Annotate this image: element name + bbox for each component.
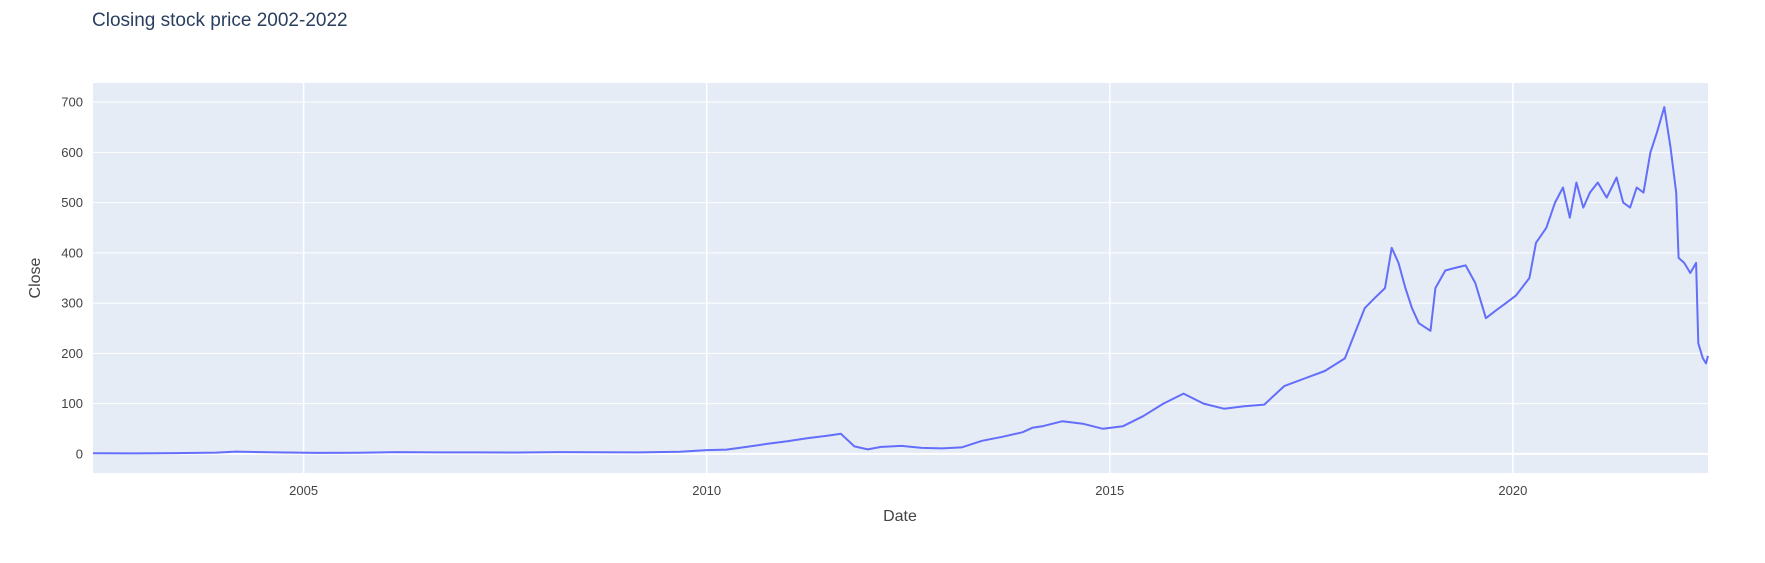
y-gridlines <box>93 101 1708 455</box>
x-tick-label: 2020 <box>1498 483 1527 498</box>
x-axis-title: Date <box>883 508 917 525</box>
chart-title: Closing stock price 2002-2022 <box>92 10 348 31</box>
y-axis-title: Close <box>27 257 44 298</box>
x-tick-label: 2005 <box>289 483 318 498</box>
x-axis-ticks: 2005 2010 2015 2020 <box>289 483 1527 498</box>
y-tick-label: 600 <box>61 145 83 160</box>
x-tick-label: 2015 <box>1095 483 1124 498</box>
x-tick-label: 2010 <box>692 483 721 498</box>
y-tick-label: 0 <box>76 446 83 461</box>
plot-area <box>93 83 1708 473</box>
y-tick-label: 700 <box>61 95 83 110</box>
y-axis-ticks: 0 100 200 300 400 500 600 700 <box>61 95 83 462</box>
x-gridlines <box>302 83 1514 473</box>
y-tick-label: 400 <box>61 245 83 260</box>
y-tick-label: 500 <box>61 195 83 210</box>
y-tick-label: 100 <box>61 396 83 411</box>
series-line <box>92 106 1709 455</box>
y-tick-label: 300 <box>61 296 83 311</box>
y-tick-label: 200 <box>61 346 83 361</box>
